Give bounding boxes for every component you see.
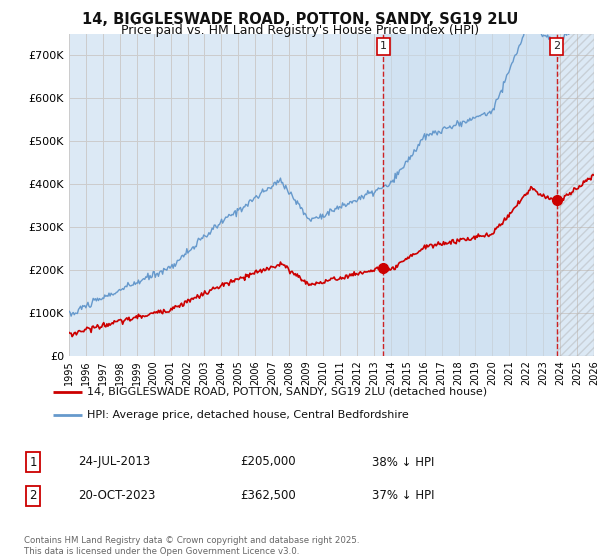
- Bar: [383, 34, 557, 356]
- Text: 2: 2: [29, 489, 37, 502]
- Bar: [557, 34, 594, 356]
- Text: Price paid vs. HM Land Registry's House Price Index (HPI): Price paid vs. HM Land Registry's House …: [121, 24, 479, 36]
- Text: 2: 2: [553, 41, 560, 52]
- Text: Contains HM Land Registry data © Crown copyright and database right 2025.
This d: Contains HM Land Registry data © Crown c…: [24, 536, 359, 556]
- Text: 1: 1: [380, 41, 387, 52]
- Text: 1: 1: [29, 455, 37, 469]
- Text: 14, BIGGLESWADE ROAD, POTTON, SANDY, SG19 2LU (detached house): 14, BIGGLESWADE ROAD, POTTON, SANDY, SG1…: [88, 386, 488, 396]
- Text: 14, BIGGLESWADE ROAD, POTTON, SANDY, SG19 2LU: 14, BIGGLESWADE ROAD, POTTON, SANDY, SG1…: [82, 12, 518, 27]
- Text: HPI: Average price, detached house, Central Bedfordshire: HPI: Average price, detached house, Cent…: [88, 410, 409, 420]
- Text: 24-JUL-2013: 24-JUL-2013: [78, 455, 150, 469]
- Text: £205,000: £205,000: [240, 455, 296, 469]
- Text: 20-OCT-2023: 20-OCT-2023: [78, 489, 155, 502]
- Text: £362,500: £362,500: [240, 489, 296, 502]
- Text: 37% ↓ HPI: 37% ↓ HPI: [372, 489, 434, 502]
- Text: 38% ↓ HPI: 38% ↓ HPI: [372, 455, 434, 469]
